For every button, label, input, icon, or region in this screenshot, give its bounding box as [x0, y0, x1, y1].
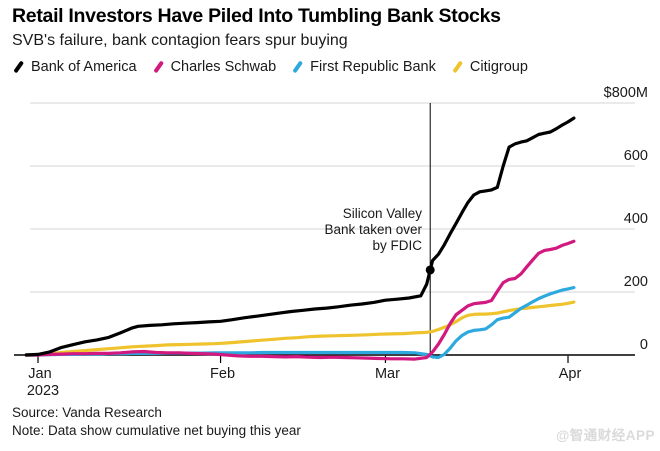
series-line-charles-schwab — [24, 239, 576, 361]
x-axis-tick-label: Jan — [28, 366, 51, 382]
chart-subtitle: SVB's failure, bank contagion fears spur… — [12, 32, 348, 49]
y-axis-tick-label: 0 — [640, 337, 648, 353]
line-swatch-icon — [152, 60, 165, 74]
y-axis-tick-label: 400 — [624, 211, 648, 227]
chart-title: Retail Investors Have Piled Into Tumblin… — [12, 5, 501, 27]
chart-footer: Source: Vanda Research Note: Data show c… — [12, 404, 301, 440]
y-axis-tick-label: 200 — [624, 274, 648, 290]
y-axis-tick-label: 600 — [624, 148, 648, 164]
event-annotation: Silicon Valley Bank taken over by FDIC — [324, 206, 422, 254]
series-line-first-republic-bank — [24, 286, 576, 360]
watermark: @智通财经APP — [556, 428, 655, 443]
event-annotation-line: Silicon Valley — [342, 206, 422, 221]
x-axis-year-label: 2023 — [27, 383, 59, 399]
legend-label: Charles Schwab — [170, 59, 277, 75]
legend-item-charles-schwab: Charles Schwab — [152, 59, 277, 75]
x-axis-tick-label: Feb — [210, 366, 235, 382]
legend-label: Bank of America — [31, 59, 137, 75]
event-annotation-line: by FDIC — [372, 238, 422, 253]
y-axis-tick-label: $800M — [604, 85, 648, 101]
x-axis-tick-label: Mar — [375, 366, 400, 382]
event-annotation-line: Bank taken over — [324, 222, 422, 237]
line-swatch-icon — [451, 60, 464, 74]
x-axis-tick-label: Apr — [559, 366, 582, 382]
legend-swatch — [292, 60, 303, 74]
legend-swatch — [452, 60, 463, 74]
line-swatch-icon — [291, 60, 304, 74]
legend-label: Citigroup — [469, 59, 528, 75]
legend-label: First Republic Bank — [310, 59, 436, 75]
legend-item-bank-of-america: Bank of America — [12, 59, 137, 75]
event-dot — [425, 265, 435, 275]
legend-swatch — [152, 60, 164, 74]
series-line-citigroup — [24, 300, 576, 357]
legend-item-citigroup: Citigroup — [451, 59, 528, 75]
line-swatch-icon — [12, 60, 25, 74]
legend-swatch — [13, 60, 24, 74]
series-line-bank-of-america — [24, 116, 576, 357]
source-note: Source: Vanda Research — [12, 405, 162, 420]
legend-item-first-republic-bank: First Republic Bank — [291, 59, 436, 75]
chart-legend: Bank of America Charles Schwab First Rep… — [12, 59, 528, 75]
data-note: Note: Data show cumulative net buying th… — [12, 423, 301, 438]
